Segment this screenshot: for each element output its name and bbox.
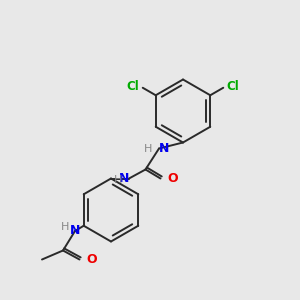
Text: H: H	[144, 143, 152, 154]
Text: O: O	[167, 172, 178, 185]
Text: Cl: Cl	[227, 80, 240, 93]
Text: N: N	[159, 142, 169, 155]
Text: N: N	[70, 224, 80, 238]
Text: N: N	[118, 172, 129, 185]
Text: Cl: Cl	[126, 80, 139, 93]
Text: H: H	[114, 175, 122, 185]
Text: H: H	[61, 222, 69, 233]
Text: O: O	[86, 253, 97, 266]
